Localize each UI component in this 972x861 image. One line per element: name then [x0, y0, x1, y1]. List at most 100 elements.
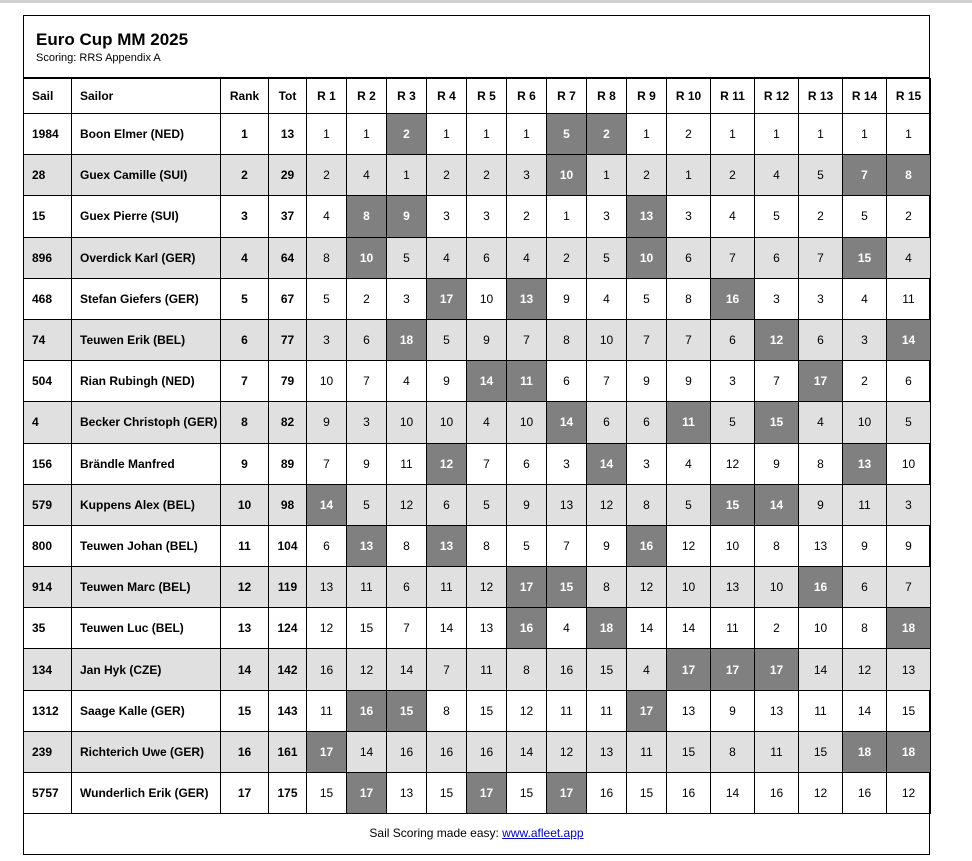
- column-header: R 4: [426, 78, 467, 114]
- cell: 468: [23, 277, 72, 320]
- race-score: 3: [306, 318, 347, 362]
- race-score: 15: [842, 236, 887, 279]
- cell: 1312: [23, 689, 72, 732]
- race-score: 4: [346, 154, 387, 197]
- column-header: R 1: [306, 78, 347, 114]
- race-score: 3: [346, 401, 387, 444]
- result-row: 239 Richterich Uwe (GER) 16 161 17 14 16 16 16 14…: [23, 730, 931, 774]
- race-score: 11: [386, 442, 427, 485]
- cell: 124: [268, 607, 307, 650]
- race-score: 8: [346, 195, 387, 238]
- race-score: 16: [306, 648, 347, 691]
- race-score: 7: [754, 360, 799, 403]
- race-score: 11: [886, 277, 931, 320]
- cell: 143: [268, 689, 307, 732]
- race-score: 11: [546, 689, 587, 732]
- race-score: 14: [506, 730, 547, 774]
- cell: 579: [23, 483, 72, 526]
- race-score: 10: [586, 318, 627, 362]
- race-score: 4: [546, 607, 587, 650]
- race-score: 9: [346, 442, 387, 485]
- footer-link[interactable]: www.afleet.app: [502, 826, 584, 840]
- race-score: 4: [886, 236, 931, 279]
- race-score: 10: [306, 360, 347, 403]
- race-score: 6: [546, 360, 587, 403]
- race-score: 3: [842, 318, 887, 362]
- column-header: R 15: [886, 78, 931, 114]
- race-score: 14: [586, 442, 627, 485]
- race-score: 14: [546, 401, 587, 444]
- cell: 11: [220, 524, 269, 568]
- cell: Richterich Uwe (GER): [71, 730, 221, 774]
- race-score: 4: [306, 195, 347, 238]
- race-score: 7: [306, 442, 347, 485]
- race-score: 12: [546, 730, 587, 774]
- race-score: 3: [754, 277, 799, 320]
- cell: 156: [23, 442, 72, 485]
- race-score: 8: [626, 483, 667, 526]
- race-score: 5: [886, 401, 931, 444]
- race-score: 16: [466, 730, 507, 774]
- result-row: 1312 Saage Kalle (GER) 15 143 11 16 15 8 15 12 11 1…: [23, 689, 931, 732]
- race-score: 3: [546, 442, 587, 485]
- cell: Guex Pierre (SUI): [71, 195, 221, 238]
- race-score: 13: [346, 524, 387, 568]
- cell: Jan Hyk (CZE): [71, 648, 221, 691]
- race-score: 3: [506, 154, 547, 197]
- race-score: 16: [626, 524, 667, 568]
- race-score: 7: [426, 648, 467, 691]
- cell: 37: [268, 195, 307, 238]
- race-score: 4: [386, 360, 427, 403]
- race-score: 13: [546, 483, 587, 526]
- race-score: 3: [586, 195, 627, 238]
- result-row: 504 Rian Rubingh (NED) 7 79 10 7 4 9 14 11 6 7 9 9 3 7 1…: [23, 360, 931, 403]
- race-score: 8: [386, 524, 427, 568]
- column-header: R 11: [710, 78, 755, 114]
- column-header: R 6: [506, 78, 547, 114]
- column-header: Rank: [220, 78, 269, 114]
- cell: Teuwen Erik (BEL): [71, 318, 221, 362]
- column-header: R 14: [842, 78, 887, 114]
- race-score: 7: [546, 524, 587, 568]
- race-score: 14: [386, 648, 427, 691]
- result-row: 1984 Boon Elmer (NED) 1 13 1 1 2 1 1 1 5 2 1 2 1 1 1 1 1: [23, 112, 931, 156]
- cell: Stefan Giefers (GER): [71, 277, 221, 320]
- cell: 1984: [23, 112, 72, 156]
- race-score: 13: [306, 566, 347, 609]
- race-score: 9: [798, 483, 843, 526]
- cell: 5: [220, 277, 269, 320]
- cell: 175: [268, 771, 307, 815]
- result-row: 134 Jan Hyk (CZE) 14 142 16 12 14 7 11 8 16 15 4 17 17…: [23, 648, 931, 691]
- cell: 914: [23, 566, 72, 609]
- race-score: 4: [710, 195, 755, 238]
- race-score: 4: [626, 648, 667, 691]
- race-score: 9: [842, 524, 887, 568]
- race-score: 10: [346, 236, 387, 279]
- race-score: 9: [306, 401, 347, 444]
- race-score: 18: [886, 607, 931, 650]
- race-score: 15: [710, 483, 755, 526]
- result-row: 5757 Wunderlich Erik (GER) 17 175 15 17 13 15 17…: [23, 771, 931, 815]
- race-score: 7: [666, 318, 711, 362]
- race-score: 8: [306, 236, 347, 279]
- race-score: 14: [666, 607, 711, 650]
- race-score: 2: [710, 154, 755, 197]
- race-score: 3: [426, 195, 467, 238]
- race-score: 1: [842, 112, 887, 156]
- race-score: 14: [426, 607, 467, 650]
- cell: 15: [220, 689, 269, 732]
- cell: 17: [220, 771, 269, 815]
- race-score: 17: [666, 648, 711, 691]
- race-score: 5: [710, 401, 755, 444]
- race-score: 11: [466, 648, 507, 691]
- race-score: 13: [466, 607, 507, 650]
- race-score: 8: [426, 689, 467, 732]
- result-row: 74 Teuwen Erik (BEL) 6 77 3 6 18 5 9 7 8 10 7 7 6 12 6 3 1…: [23, 318, 931, 362]
- race-score: 15: [386, 689, 427, 732]
- race-score: 10: [842, 401, 887, 444]
- cell: Kuppens Alex (BEL): [71, 483, 221, 526]
- race-score: 9: [386, 195, 427, 238]
- race-score: 16: [666, 771, 711, 815]
- race-score: 2: [506, 195, 547, 238]
- race-score: 1: [666, 154, 711, 197]
